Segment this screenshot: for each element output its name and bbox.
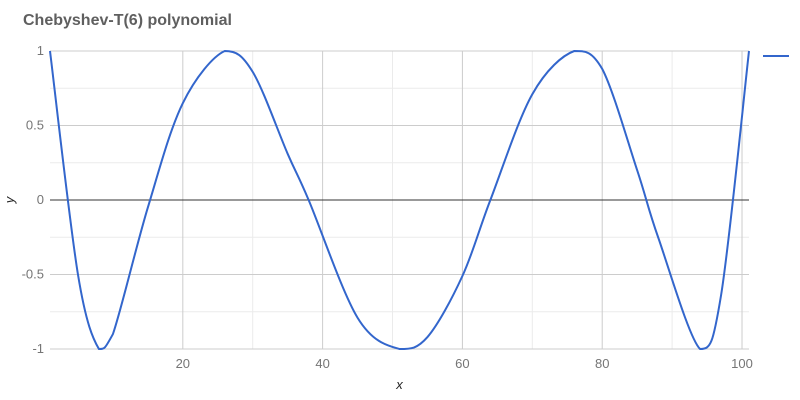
x-axis-title: x — [395, 377, 403, 392]
y-tick-label: -0.5 — [22, 267, 44, 282]
y-tick-label: 0 — [37, 192, 44, 207]
y-tick-label: 0.5 — [26, 118, 44, 133]
x-tick-label: 100 — [731, 356, 753, 371]
y-tick-label: -1 — [32, 341, 44, 356]
chart-title: Chebyshev-T(6) polynomial — [23, 12, 232, 29]
x-tick-label: 60 — [455, 356, 469, 371]
y-axis-title: y — [2, 195, 17, 204]
x-tick-label: 20 — [176, 356, 190, 371]
series-line — [49, 49, 750, 351]
y-tick-label: 1 — [37, 43, 44, 58]
y-axis-tick-labels: -1 -0.5 0 0.5 1 — [22, 43, 44, 356]
x-axis-tick-labels: 20 40 60 80 100 — [176, 356, 753, 371]
x-tick-label: 80 — [595, 356, 609, 371]
x-tick-label: 40 — [315, 356, 329, 371]
